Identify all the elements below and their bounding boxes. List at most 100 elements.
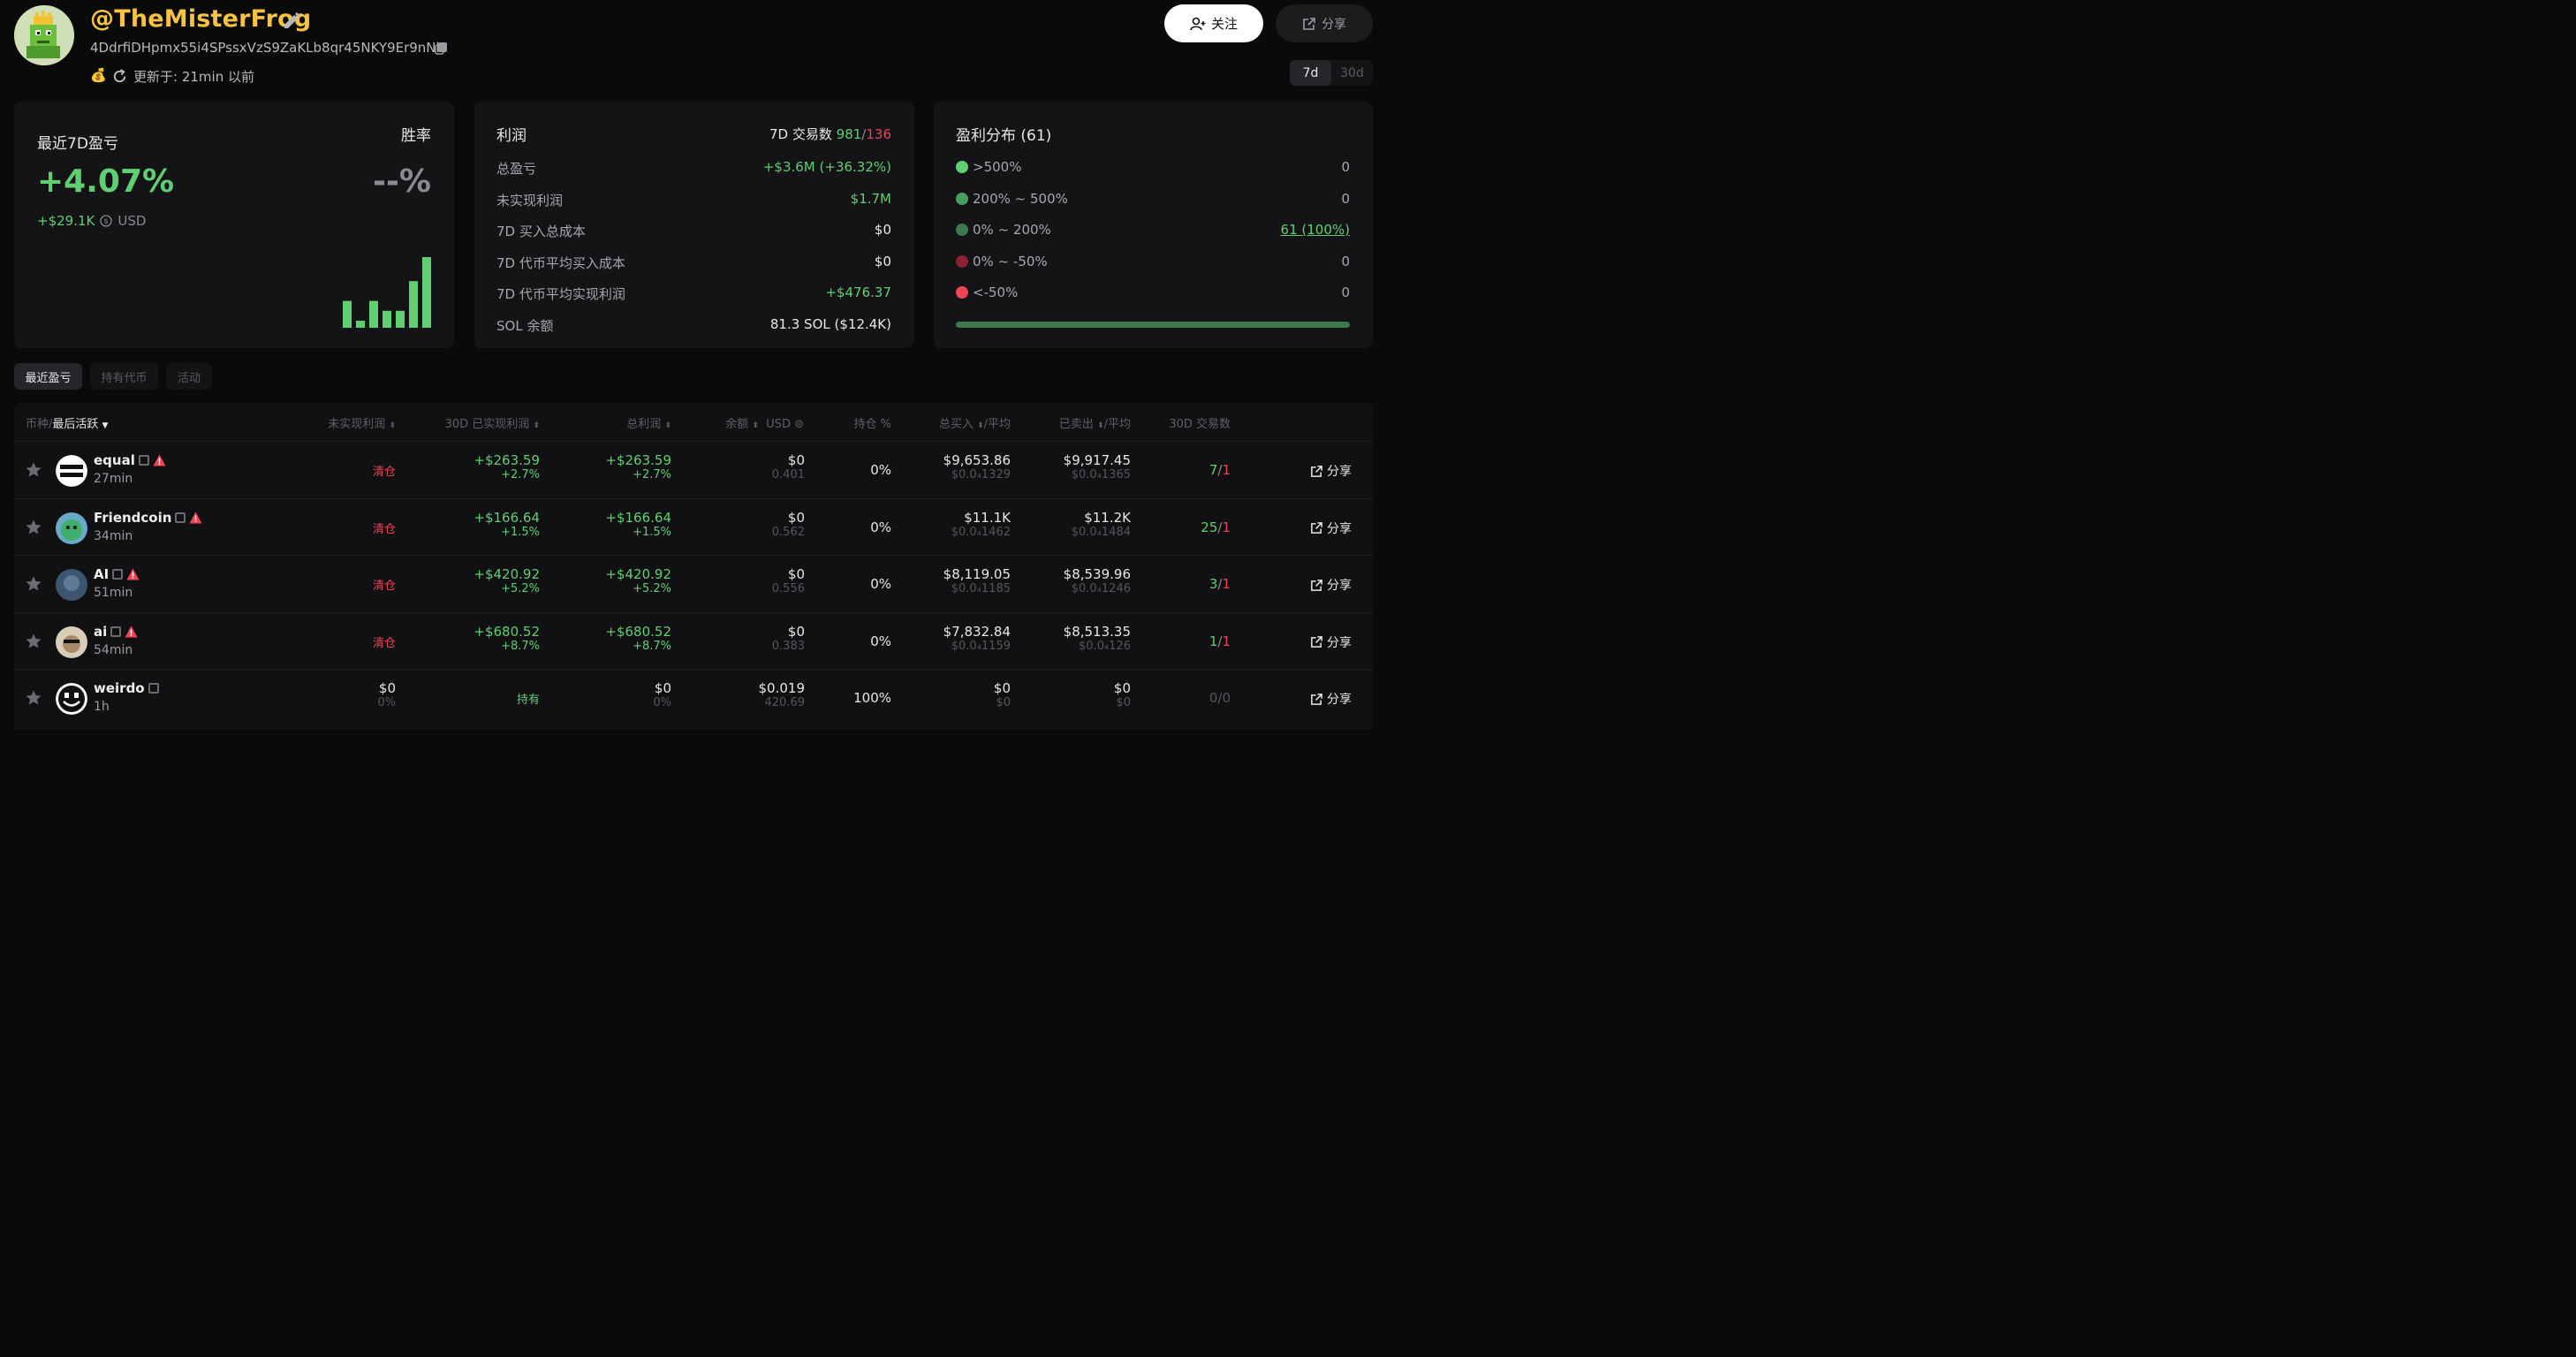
token-name[interactable]: ai [94,623,108,640]
token-name-row[interactable]: ai [94,624,138,640]
share-button[interactable]: 分享 [1276,4,1373,42]
unrealized-cell: 清仓 [373,576,396,593]
row-share-button[interactable]: 分享 [1310,462,1352,480]
tab-recent-pnl[interactable]: 最近盈亏 [14,363,82,390]
header-realized[interactable]: 30D 已实现利润 ⬍ [445,414,540,431]
token-name[interactable]: weirdo [94,680,145,697]
row-share-button[interactable]: 分享 [1310,576,1352,594]
favorite-star-icon[interactable] [25,519,42,536]
table-row[interactable]: equal 27min 清仓 +$263.59 +2.7% +$263.59 +2.… [14,441,1373,498]
table-row[interactable]: Friendcoin 34min 清仓 +$166.64 +1.5% +$166.… [14,497,1373,556]
header-sold[interactable]: 已卖出 ⬍/平均 [1059,414,1131,431]
table-row[interactable]: ai 54min 清仓 +$680.52 +8.7% +$680.52 +8.7% … [14,611,1373,670]
distribution-card: 盈利分布 (61) >500% 0 200% ~ 500% 0 0% ~ 200% 61 … [934,102,1373,348]
currency-swap-icon[interactable]: $ [100,215,113,227]
row-share-button[interactable]: 分享 [1310,690,1352,708]
distribution-label: 0% ~ 200% [973,222,1051,238]
profit-row-value: $0 [874,253,891,269]
distribution-bar [956,322,1350,328]
edit-pencil-icon[interactable] [281,11,302,32]
table-row[interactable]: AI 51min 清仓 +$420.92 +5.2% +$420.92 +5.2% … [14,555,1373,612]
token-name-row[interactable]: AI [94,566,140,582]
header-unrealized-label: 未实现利润 [328,418,386,431]
header-last-active[interactable]: 最后活跃 [52,418,99,431]
realized-sub: +5.2% [501,582,540,596]
profit-row: 7D 代币平均实现利润 +$476.37 [496,284,891,303]
period-7d[interactable]: 7d [1290,60,1331,86]
pnl-percent: +4.07% [37,163,175,200]
refresh-icon[interactable] [111,68,128,85]
copy-icon[interactable] [435,42,448,55]
copy-icon[interactable] [138,455,149,466]
currency-swap-icon[interactable]: ⊜ [794,418,804,431]
header-trades: 30D 交易数 [1169,418,1231,431]
tab-activity[interactable]: 活动 [166,363,212,390]
token-name-row[interactable]: equal [94,452,166,468]
distribution-row: 200% ~ 500% 0 [956,191,1350,207]
balance-cell: $0.019 420.69 [759,680,806,709]
header-token[interactable]: 币种/最后活跃 ▼ [26,414,108,431]
token-name[interactable]: AI [94,566,110,583]
token-name[interactable]: equal [94,452,135,468]
row-share-button[interactable]: 分享 [1310,519,1352,537]
header-balance[interactable]: 余额 ⬍ USD ⊜ [725,414,804,431]
pnl-bar [369,300,378,328]
row-share-label: 分享 [1327,579,1352,594]
sold-cell: $11.2K $0.0₄1484 [1072,510,1131,539]
header-total-label: 总利润 [626,418,662,431]
sold-cell: $8,513.35 $0.0₄126 [1064,624,1131,653]
trades-win: 1 [1208,633,1218,649]
profit-row-label: 7D 买入总成本 [496,224,586,239]
token-name-row[interactable]: weirdo [94,680,159,696]
tab-holdings[interactable]: 持有代币 [90,363,158,390]
profit-row-label: 未实现利润 [496,192,564,208]
distribution-row: <-50% 0 [956,284,1350,300]
unrealized-cell: 清仓 [373,519,396,536]
token-avatar [56,569,87,602]
distribution-value[interactable]: 61 (100%) [1280,222,1350,238]
token-avatar [56,625,87,658]
realized-value: +$263.59 [474,452,540,468]
copy-icon[interactable] [110,625,122,637]
trades-loss: 1 [1222,633,1231,649]
pnl-bar [343,300,352,328]
trades-win: 25 [1201,519,1218,535]
row-share-label: 分享 [1327,521,1352,536]
token-avatar [56,683,87,716]
period-30d[interactable]: 30d [1340,65,1364,80]
sold-sub: $0.0₄1246 [1071,582,1131,596]
add-user-icon [1190,17,1206,30]
profit-row-value: 81.3 SOL ($12.4K) [769,315,891,332]
token-name-row[interactable]: Friendcoin [94,510,202,526]
pnl-bar [422,257,431,328]
balance-value: $0 [787,623,805,640]
favorite-star-icon[interactable] [25,575,42,593]
favorite-star-icon[interactable] [25,689,42,707]
profit-row: SOL 余额 81.3 SOL ($12.4K) [496,316,891,335]
trades-loss: 136 [866,126,891,142]
favorite-star-icon[interactable] [25,461,42,479]
realized-cell: +$263.59 +2.7% [474,452,540,481]
copy-icon[interactable] [148,683,159,694]
sort-icon: ⬍ [389,421,396,430]
total-value: +$263.59 [605,452,671,468]
token-avatar [56,512,87,544]
bought-sub: $0.0₄1329 [951,468,1011,481]
header-total[interactable]: 总利润 ⬍ [626,414,671,431]
trades-sep: / [861,126,867,142]
header-unrealized[interactable]: 未实现利润 ⬍ [328,414,396,431]
favorite-star-icon[interactable] [25,633,42,650]
row-share-button[interactable]: 分享 [1310,633,1352,651]
profit-row: 7D 买入总成本 $0 [496,222,891,240]
pnl-card: 最近7D盈亏 胜率 +4.07% --% +$29.1K $ USD [14,102,454,348]
token-name[interactable]: Friendcoin [94,509,172,526]
row-share-label: 分享 [1327,635,1352,650]
table-row[interactable]: weirdo 1h $0 0% 持有 $0 0% $0.019 420.69 100%… [14,669,1373,726]
copy-icon[interactable] [112,569,124,580]
profit-row: 总盈亏 +$3.6M (+36.32%) [496,159,891,178]
header-usd[interactable]: USD [766,418,791,431]
copy-icon[interactable] [175,512,186,523]
header-token-label: 币种/ [26,418,53,431]
follow-button[interactable]: 关注 [1164,4,1263,42]
header-bought[interactable]: 总买入 ⬍/平均 [939,414,1011,431]
